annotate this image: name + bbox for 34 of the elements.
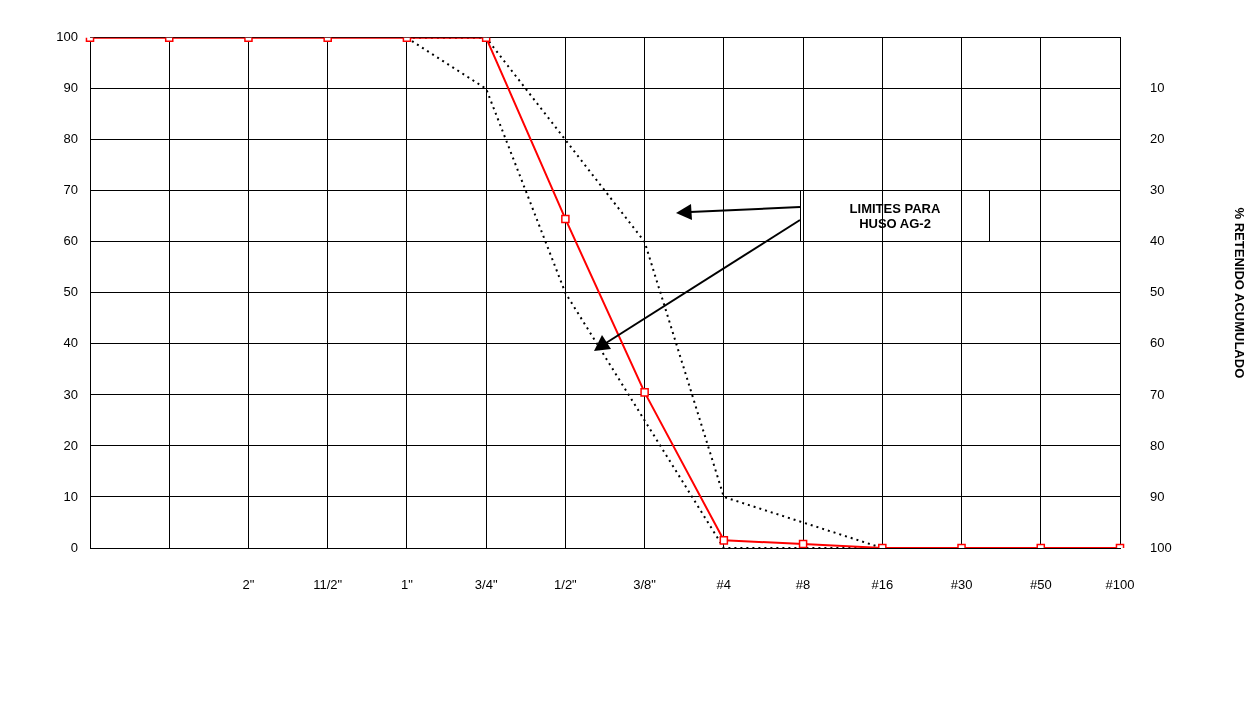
y2-axis-title: % RETENIDO ACUMULADO: [1231, 207, 1247, 379]
y-tick-label: 30: [63, 386, 78, 402]
x-tick-label: 2": [242, 577, 255, 593]
y-tick-label: 80: [63, 131, 78, 147]
y2-tick-label: 100: [1150, 539, 1172, 555]
y2-tick-label: 10: [1150, 80, 1165, 96]
y-tick-label: 0: [70, 539, 78, 555]
x-tick-label: 3/4": [474, 577, 498, 593]
x-tick-label: 1": [400, 577, 414, 593]
x-tick-label: 3/8": [633, 577, 657, 593]
y2-tick-label: 20: [1150, 131, 1165, 147]
y-tick-label: 60: [63, 233, 78, 249]
y2-tick-label: 70: [1150, 386, 1165, 402]
y2-tick-label: 50: [1150, 284, 1165, 300]
x-tick-label: #4: [716, 577, 732, 593]
y2-tick-label: 90: [1150, 488, 1165, 504]
x-tick-label: #8: [795, 577, 811, 593]
x-tick-label: 11/2": [313, 577, 343, 593]
y2-tick-label: 60: [1150, 335, 1165, 351]
y-tick-label: 70: [63, 182, 78, 198]
x-tick-label: #30: [950, 577, 973, 593]
y-tick-label: 90: [63, 80, 78, 96]
x-tick-label: #16: [871, 577, 894, 593]
y-tick-label: 40: [63, 335, 78, 351]
y-tick-label: 10: [63, 488, 78, 504]
y2-tick-label: 80: [1150, 437, 1165, 453]
y-tick-label: 20: [63, 437, 78, 453]
y2-tick-label: 40: [1150, 233, 1165, 249]
x-tick-label: 1/2": [554, 577, 578, 593]
x-tick-label: #100: [1105, 577, 1135, 593]
x-tick-label: #50: [1029, 577, 1052, 593]
y-tick-label: 50: [63, 284, 78, 300]
y-tick-label: 100: [56, 29, 78, 45]
y2-tick-label: 30: [1150, 182, 1165, 198]
